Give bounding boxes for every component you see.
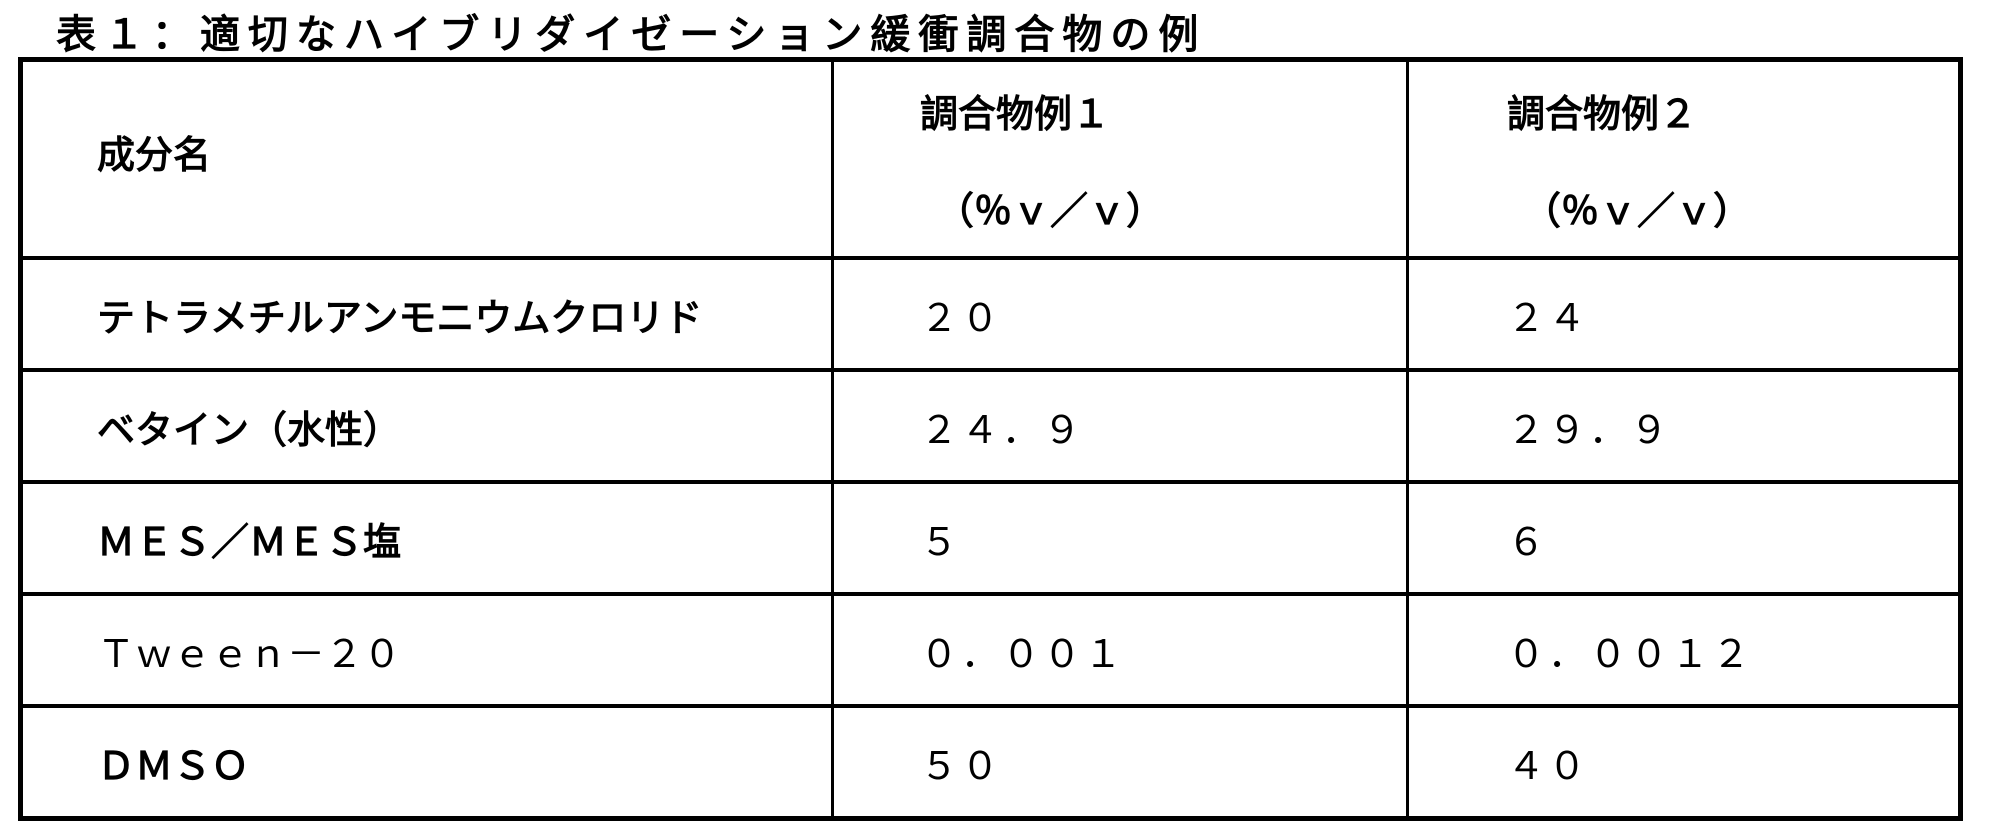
table-header-row: 成分名 調合物例１ （％ｖ／ｖ） 調合物例２ （％ｖ／ｖ） bbox=[19, 57, 1962, 260]
component-name-cell: ＤＭＳＯ bbox=[19, 704, 834, 821]
example1-value-cell: ２０ bbox=[831, 256, 1409, 372]
table-row: ＤＭＳＯ ５０ ４０ bbox=[19, 704, 1962, 821]
example2-value: ０．００１２ bbox=[1507, 633, 1754, 676]
example1-column-unit: （％ｖ／ｖ） bbox=[936, 191, 1165, 233]
example2-value: ４０ bbox=[1507, 745, 1590, 788]
example1-column-label: 調合物例１ bbox=[920, 94, 1111, 136]
component-name-cell: Ｔｗｅｅｎ－２０ bbox=[19, 592, 834, 708]
example1-value-cell: ２４．９ bbox=[831, 368, 1409, 484]
table-row: ＭＥＳ／ＭＥＳ塩 ５ ６ bbox=[19, 480, 1962, 596]
example1-value-cell: ５０ bbox=[831, 704, 1409, 821]
component-name: ベタイン（水性） bbox=[97, 409, 402, 452]
example2-value: ６ bbox=[1507, 521, 1549, 564]
example2-value-cell: ０．００１２ bbox=[1406, 592, 1962, 708]
example2-value: ２９．９ bbox=[1507, 409, 1672, 452]
column-header-component: 成分名 bbox=[19, 57, 834, 260]
column-header-example2: 調合物例２ （％ｖ／ｖ） bbox=[1406, 57, 1962, 260]
table-row: テトラメチルアンモニウムクロリド ２０ ２４ bbox=[19, 256, 1962, 372]
component-column-label: 成分名 bbox=[97, 134, 212, 177]
table-row: Ｔｗｅｅｎ－２０ ０．００１ ０．００１２ bbox=[19, 592, 1962, 708]
example2-column-unit: （％ｖ／ｖ） bbox=[1523, 191, 1752, 233]
example1-value-cell: ５ bbox=[831, 480, 1409, 596]
component-name: ＭＥＳ／ＭＥＳ塩 bbox=[97, 521, 402, 564]
component-name: ＤＭＳＯ bbox=[97, 745, 250, 788]
example1-value: ０．００１ bbox=[920, 633, 1126, 676]
buffer-formulation-table: 成分名 調合物例１ （％ｖ／ｖ） 調合物例２ （％ｖ／ｖ） テトラメチルアンモニ… bbox=[18, 57, 1963, 821]
component-name-cell: ＭＥＳ／ＭＥＳ塩 bbox=[19, 480, 834, 596]
column-header-example1: 調合物例１ （％ｖ／ｖ） bbox=[831, 57, 1409, 260]
table-row: ベタイン（水性） ２４．９ ２９．９ bbox=[19, 368, 1962, 484]
example2-value-cell: ４０ bbox=[1406, 704, 1962, 821]
example2-value: ２４ bbox=[1507, 297, 1590, 340]
example1-value: ５０ bbox=[920, 745, 1003, 788]
example2-value-cell: ２４ bbox=[1406, 256, 1962, 372]
example2-value-cell: ２９．９ bbox=[1406, 368, 1962, 484]
table-container: 成分名 調合物例１ （％ｖ／ｖ） 調合物例２ （％ｖ／ｖ） テトラメチルアンモニ… bbox=[18, 57, 1963, 821]
example1-value: ２０ bbox=[920, 297, 1003, 340]
example2-value-cell: ６ bbox=[1406, 480, 1962, 596]
example2-column-label: 調合物例２ bbox=[1507, 94, 1698, 136]
example1-value: ５ bbox=[920, 521, 962, 564]
component-name: テトラメチルアンモニウムクロリド bbox=[97, 297, 703, 340]
example1-value: ２４．９ bbox=[920, 409, 1085, 452]
example1-value-cell: ０．００１ bbox=[831, 592, 1409, 708]
component-name-cell: テトラメチルアンモニウムクロリド bbox=[19, 256, 834, 372]
component-name: Ｔｗｅｅｎ－２０ bbox=[97, 633, 402, 676]
table-title: 表１：適切なハイブリダイゼーション緩衝調合物の例 bbox=[56, 13, 1207, 57]
component-name-cell: ベタイン（水性） bbox=[19, 368, 834, 484]
